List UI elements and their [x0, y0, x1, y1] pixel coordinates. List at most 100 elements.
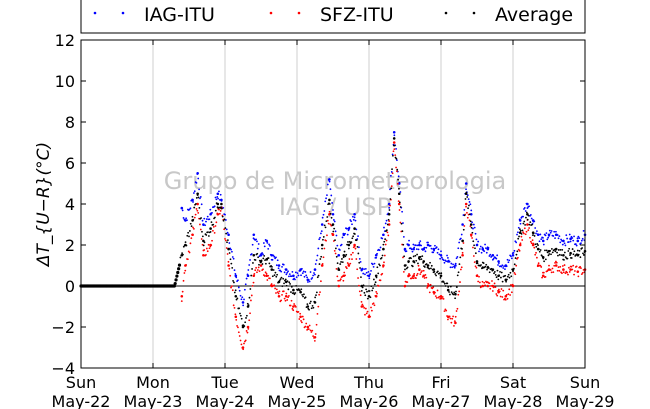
watermark-line-2: IAG / USP [279, 193, 391, 221]
trace-point [359, 267, 361, 269]
trace-point [294, 305, 297, 308]
trace-point [418, 258, 421, 261]
trace-point [304, 325, 307, 328]
trace-point [195, 202, 197, 205]
trace-point [197, 212, 200, 214]
legend-marker [472, 11, 476, 15]
trace-point [579, 256, 582, 259]
y-axis: −4 −2 0 2 4 6 8 10 12 [51, 31, 585, 378]
trace-point [506, 278, 508, 281]
trace-point [580, 239, 583, 242]
trace-point [265, 272, 268, 275]
data-point [439, 294, 443, 298]
trace-point [434, 244, 436, 247]
trace-point [359, 294, 362, 297]
trace-point [273, 255, 276, 258]
trace-point [284, 299, 287, 302]
trace-point [345, 227, 348, 230]
trace-point [472, 246, 474, 249]
trace-point [192, 227, 195, 230]
data-point [454, 264, 457, 267]
trace-point [508, 276, 511, 279]
trace-point [541, 276, 543, 279]
trace-point [278, 290, 281, 293]
trace-point [246, 302, 249, 305]
trace-point [478, 275, 480, 278]
trace-point [233, 306, 236, 309]
trace-point [274, 271, 277, 274]
trace-point [532, 242, 535, 245]
trace-point [572, 239, 575, 242]
data-point [569, 251, 572, 255]
trace-point [269, 277, 271, 280]
trace-point [326, 194, 328, 197]
trace-point [471, 221, 474, 224]
trace-point [286, 280, 289, 283]
trace-point [315, 259, 318, 262]
x-tick-date: May-25 [268, 392, 327, 409]
trace-point [231, 256, 234, 258]
trace-point [391, 168, 393, 171]
trace-point [401, 210, 404, 213]
trace-point [229, 274, 232, 277]
trace-point [256, 240, 258, 243]
trace-point [513, 249, 516, 252]
trace-point [537, 233, 540, 236]
legend-marker [269, 11, 273, 15]
trace-point [446, 315, 448, 317]
data-point [320, 243, 324, 247]
trace-point [242, 304, 245, 307]
trace-point [576, 237, 579, 240]
trace-point [322, 256, 325, 259]
trace-point [343, 271, 346, 274]
trace-point [313, 337, 315, 339]
trace-point [561, 239, 563, 242]
trace-point [251, 243, 254, 246]
data-point [246, 325, 250, 329]
trace-point [554, 250, 557, 253]
trace-point [557, 249, 560, 251]
trace-point [461, 251, 464, 254]
trace-point [573, 235, 575, 238]
trace-point [555, 248, 558, 251]
data-point [454, 321, 457, 325]
trace-point [258, 259, 261, 262]
trace-point [260, 264, 263, 267]
trace-point [475, 238, 478, 241]
trace-point [335, 255, 338, 258]
trace-point [321, 216, 324, 219]
trace-point [289, 304, 292, 307]
trace-point [348, 226, 351, 229]
trace-point [358, 246, 360, 249]
trace-point [238, 335, 241, 337]
data-point [284, 294, 288, 298]
trace-point [232, 257, 235, 260]
trace-point [499, 295, 502, 298]
trace-point [324, 226, 327, 229]
trace-point [311, 277, 314, 279]
trace-point [340, 243, 343, 246]
trace-point [314, 333, 317, 335]
legend-marker [297, 11, 301, 15]
trace-point [320, 264, 323, 267]
trace-point [522, 231, 524, 234]
trace-point [368, 277, 371, 280]
trace-point [334, 239, 336, 242]
trace-point [176, 270, 180, 275]
trace-point [346, 243, 349, 246]
trace-point [399, 191, 402, 193]
trace-point [542, 236, 544, 239]
trace-point [582, 268, 585, 271]
trace-point [451, 317, 454, 320]
trace-point [186, 258, 189, 261]
data-point [576, 239, 580, 243]
trace-point [559, 248, 562, 251]
trace-point [444, 285, 447, 287]
trace-point [333, 220, 336, 223]
trace-point [539, 233, 542, 236]
data-point [234, 274, 238, 278]
trace-point [362, 284, 365, 287]
trace-point [268, 243, 270, 246]
trace-point [352, 218, 355, 221]
data-point [541, 239, 545, 243]
